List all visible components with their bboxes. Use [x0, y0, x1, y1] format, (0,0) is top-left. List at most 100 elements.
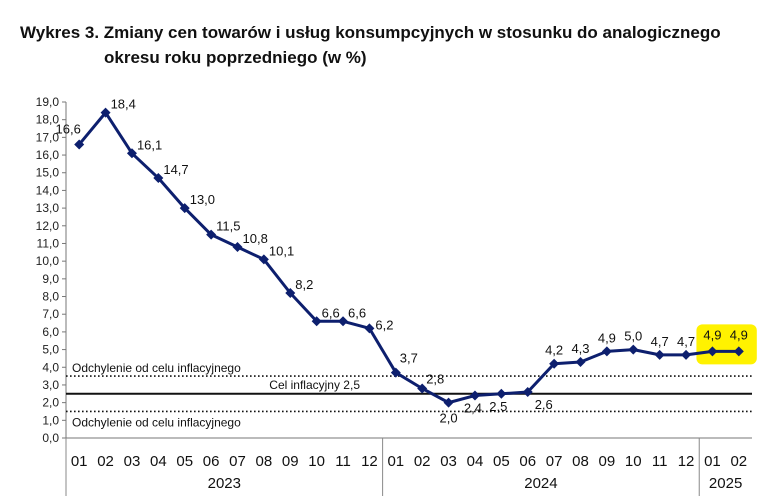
data-point-marker: [707, 346, 718, 357]
data-label: 4,9: [598, 330, 616, 345]
data-point-marker: [417, 383, 428, 394]
data-label: 8,2: [295, 277, 313, 292]
y-tick-label: 6,0: [42, 325, 59, 339]
data-label: 2,8: [426, 371, 444, 386]
data-label: 2,6: [535, 397, 553, 412]
data-label: 4,3: [571, 341, 589, 356]
data-point-marker: [153, 173, 164, 184]
x-tick-label: 10: [308, 453, 325, 470]
data-label: 4,9: [730, 327, 748, 342]
data-point-marker: [628, 344, 639, 355]
data-point-marker: [522, 387, 533, 398]
data-point-marker: [206, 229, 217, 240]
x-tick-label: 11: [652, 453, 668, 470]
data-label: 16,1: [137, 137, 162, 152]
data-label: 16,6: [56, 121, 81, 136]
data-label: 2,4: [464, 401, 482, 416]
data-label: 6,6: [322, 305, 340, 320]
data-point-marker: [575, 356, 586, 367]
y-tick-label: 4,0: [42, 360, 59, 374]
x-tick-label: 10: [625, 453, 642, 470]
data-label: 4,7: [651, 334, 669, 349]
x-tick-label: 02: [414, 453, 431, 470]
x-tick-label: 08: [256, 453, 273, 470]
data-point-marker: [654, 349, 665, 360]
data-label: 5,0: [624, 329, 642, 344]
year-label: 2024: [524, 475, 557, 492]
data-label: 2,5: [489, 399, 507, 414]
x-tick-label: 12: [361, 453, 378, 470]
x-tick-label: 05: [493, 453, 510, 470]
y-tick-label: 17,0: [36, 130, 60, 144]
y-tick-label: 1,0: [42, 413, 59, 427]
x-tick-label: 04: [150, 453, 167, 470]
y-tick-label: 15,0: [36, 166, 60, 180]
data-label: 10,8: [243, 231, 268, 246]
data-label: 6,2: [375, 317, 393, 332]
data-point-marker: [443, 397, 454, 408]
x-tick-label: 06: [203, 453, 220, 470]
reference-line-label: Cel inflacyjny 2,5: [269, 378, 360, 392]
data-point-marker: [681, 349, 692, 360]
data-point-marker: [469, 390, 480, 401]
data-label: 10,1: [269, 243, 294, 258]
data-point-marker: [601, 346, 612, 357]
data-label: 4,9: [703, 327, 721, 342]
data-point-marker: [733, 346, 744, 357]
data-point-marker: [74, 139, 85, 150]
data-point-marker: [364, 323, 375, 334]
data-point-marker: [258, 254, 269, 265]
data-point-marker: [126, 148, 137, 159]
data-label: 3,7: [400, 351, 418, 366]
y-tick-label: 5,0: [42, 343, 59, 357]
data-point-marker: [496, 388, 507, 399]
x-tick-label: 07: [546, 453, 563, 470]
year-label: 2025: [709, 475, 742, 492]
data-label: 14,7: [163, 162, 188, 177]
data-point-marker: [100, 107, 111, 118]
y-tick-label: 16,0: [36, 148, 60, 162]
y-tick-label: 7,0: [42, 307, 59, 321]
y-tick-label: 12,0: [36, 219, 60, 233]
x-tick-label: 08: [572, 453, 589, 470]
x-tick-label: 11: [335, 453, 351, 470]
reference-line-label: Odchylenie od celu inflacyjnego: [72, 361, 241, 375]
data-point-marker: [311, 316, 322, 327]
chart-title-line-1: Wykres 3. Zmiany cen towarów i usług kon…: [20, 23, 721, 42]
data-point-marker: [232, 242, 243, 253]
x-tick-label: 01: [387, 453, 404, 470]
data-label: 4,2: [545, 343, 563, 358]
data-point-marker: [549, 358, 560, 369]
data-point-marker: [285, 287, 296, 298]
data-point-marker: [390, 367, 401, 378]
data-label: 4,7: [677, 334, 695, 349]
x-tick-label: 06: [519, 453, 536, 470]
y-tick-label: 8,0: [42, 290, 59, 304]
x-tick-label: 12: [678, 453, 695, 470]
x-tick-label: 02: [730, 453, 747, 470]
data-label: 2,0: [440, 411, 458, 426]
y-tick-label: 18,0: [36, 113, 60, 127]
y-tick-label: 13,0: [36, 201, 60, 215]
reference-line-label: Odchylenie od celu inflacyjnego: [72, 415, 241, 429]
x-tick-label: 07: [229, 453, 246, 470]
y-tick-label: 14,0: [36, 183, 60, 197]
x-tick-label: 03: [440, 453, 457, 470]
data-label: 13,0: [190, 192, 215, 207]
y-tick-label: 0,0: [42, 431, 59, 445]
data-label: 6,6: [348, 305, 366, 320]
y-tick-label: 10,0: [36, 254, 60, 268]
y-tick-label: 19,0: [36, 95, 60, 109]
chart-title: Wykres 3. Zmiany cen towarów i usług kon…: [20, 20, 770, 70]
y-tick-label: 11,0: [37, 236, 60, 250]
x-tick-label: 01: [71, 453, 88, 470]
data-point-marker: [338, 316, 349, 327]
chart-title-line-2: okresu roku poprzedniego (w %): [104, 48, 367, 67]
x-tick-label: 09: [282, 453, 299, 470]
x-tick-label: 02: [97, 453, 114, 470]
data-point-marker: [179, 203, 190, 214]
x-tick-label: 03: [124, 453, 141, 470]
x-tick-label: 05: [176, 453, 193, 470]
y-tick-label: 9,0: [42, 272, 59, 286]
